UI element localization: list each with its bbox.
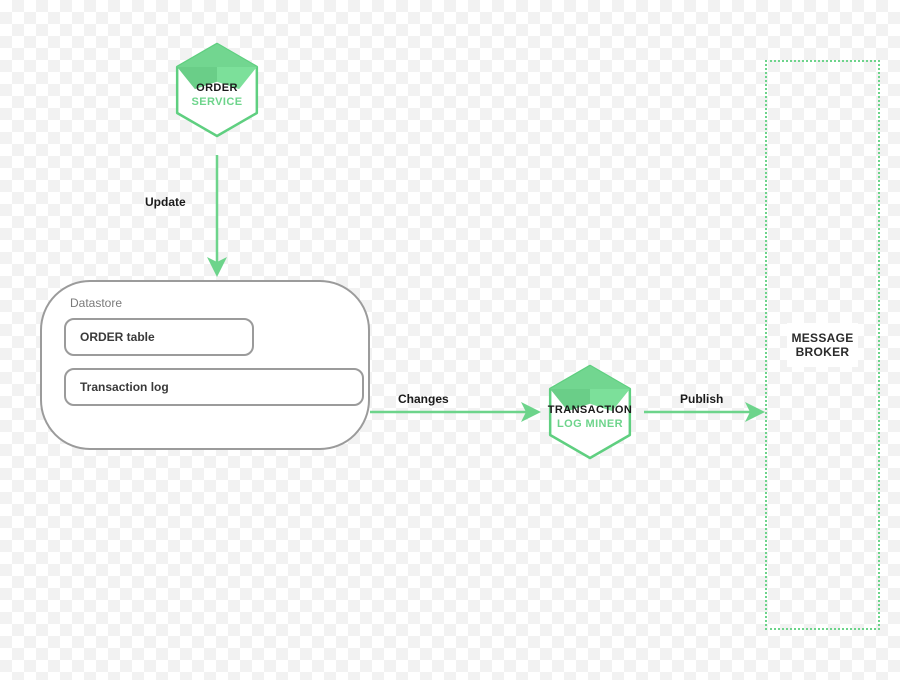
- datastore-box-transaction-log: Transaction log: [64, 368, 364, 406]
- edge-label-changes: Changes: [398, 392, 449, 406]
- tx-log-miner-line1: TRANSACTION: [540, 404, 640, 418]
- message-broker-line2: BROKER: [791, 345, 853, 359]
- tx-log-miner-line2: LOG MINER: [540, 418, 640, 432]
- node-tx-log-miner-label: TRANSACTION LOG MINER: [540, 404, 640, 432]
- edge-label-publish: Publish: [680, 392, 723, 406]
- node-order-service-label: ORDER SERVICE: [177, 82, 257, 110]
- edge-label-update: Update: [145, 195, 186, 209]
- message-broker-line1: MESSAGE: [791, 331, 853, 345]
- order-service-line1: ORDER: [177, 82, 257, 96]
- message-broker-label: MESSAGE BROKER: [787, 323, 857, 367]
- node-datastore: Datastore ORDER table Transaction log: [40, 280, 370, 450]
- datastore-box-order-table: ORDER table: [64, 318, 254, 356]
- order-service-line2: SERVICE: [177, 96, 257, 110]
- datastore-title: Datastore: [70, 296, 346, 310]
- node-message-broker: MESSAGE BROKER: [765, 60, 880, 630]
